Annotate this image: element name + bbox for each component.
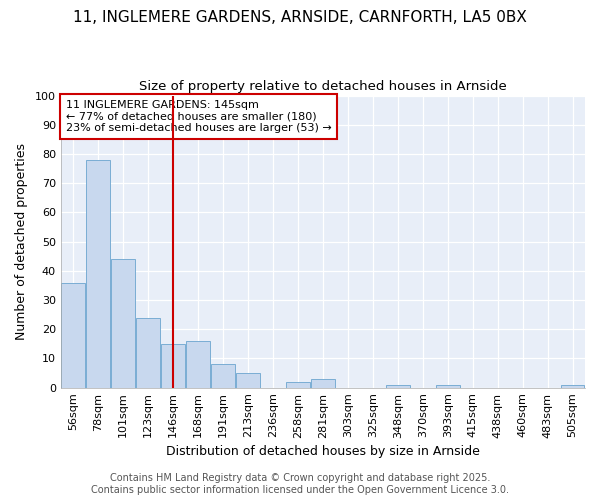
Bar [136, 318, 160, 388]
X-axis label: Distribution of detached houses by size in Arnside: Distribution of detached houses by size … [166, 444, 480, 458]
Bar [61, 282, 85, 388]
Bar [186, 341, 210, 388]
Bar [112, 259, 135, 388]
Bar [286, 382, 310, 388]
Bar [236, 373, 260, 388]
Bar [86, 160, 110, 388]
Bar [560, 385, 584, 388]
Bar [386, 385, 410, 388]
Bar [211, 364, 235, 388]
Text: 11 INGLEMERE GARDENS: 145sqm
← 77% of detached houses are smaller (180)
23% of s: 11 INGLEMERE GARDENS: 145sqm ← 77% of de… [66, 100, 332, 133]
Bar [436, 385, 460, 388]
Text: Contains HM Land Registry data © Crown copyright and database right 2025.
Contai: Contains HM Land Registry data © Crown c… [91, 474, 509, 495]
Text: 11, INGLEMERE GARDENS, ARNSIDE, CARNFORTH, LA5 0BX: 11, INGLEMERE GARDENS, ARNSIDE, CARNFORT… [73, 10, 527, 25]
Y-axis label: Number of detached properties: Number of detached properties [15, 143, 28, 340]
Bar [311, 379, 335, 388]
Title: Size of property relative to detached houses in Arnside: Size of property relative to detached ho… [139, 80, 507, 93]
Bar [161, 344, 185, 388]
